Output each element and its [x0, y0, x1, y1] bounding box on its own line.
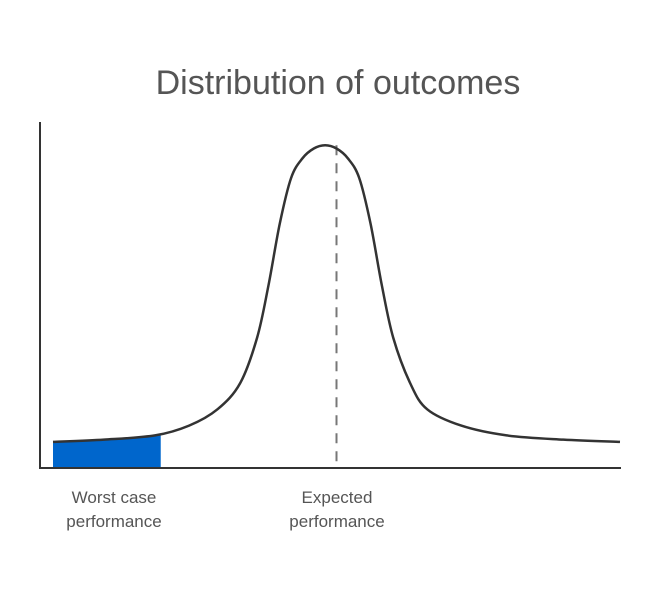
- expected-label-line-1: Expected: [302, 488, 373, 507]
- expected-label-line-2: performance: [289, 512, 384, 531]
- worst-case-shaded-region: [53, 433, 161, 468]
- worst-case-label-line-2: performance: [66, 512, 161, 531]
- worst-case-label-line-1: Worst case: [72, 488, 157, 507]
- chart-title: Distribution of outcomes: [156, 64, 521, 102]
- distribution-curve: [52, 144, 621, 444]
